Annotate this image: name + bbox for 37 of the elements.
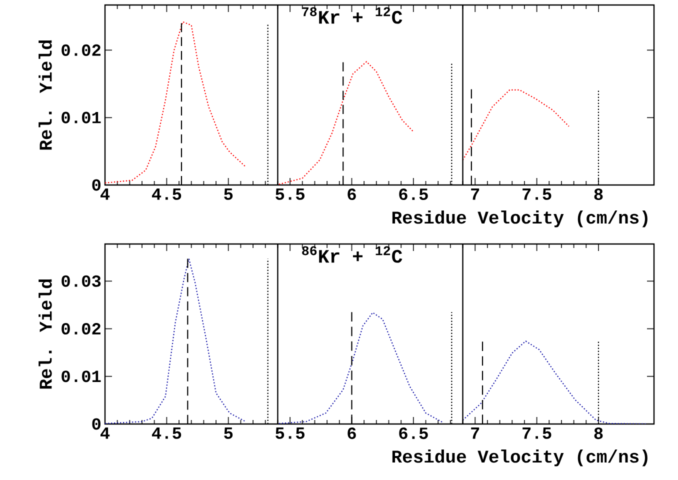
x-tick-label: 7.5 <box>522 188 552 200</box>
x-tick-label: 4.5 <box>152 428 182 439</box>
x-tick-label: 5 <box>224 428 233 439</box>
x-tick-label: 6.5 <box>399 188 428 200</box>
x-tick-label: 6 <box>348 428 356 440</box>
x-tick-label: 5.5 <box>276 428 304 439</box>
line-series <box>105 21 246 184</box>
x-tick-label: 4.5 <box>152 188 182 200</box>
annotation: $^{78}$Kr + $^{12}$C <box>302 7 402 24</box>
y-tick-label: 0.03 <box>62 275 101 287</box>
x-tick-label: 7 <box>471 428 480 439</box>
y-tick-label: 0.02 <box>62 322 100 335</box>
y-tick-label: 0.01 <box>62 370 101 382</box>
line-series <box>462 340 648 424</box>
x-tick-label: 8 <box>594 188 603 200</box>
x-tick-label: 7 <box>471 188 480 200</box>
x-tick-label: 8 <box>594 428 603 440</box>
x-axis-title: Residue Velocity (cm/ns) <box>392 210 648 228</box>
annotation: $^{86}$Kr + $^{12}$C <box>302 246 402 263</box>
line-series <box>278 312 444 424</box>
x-axis-title: Residue Velocity (cm/ns) <box>392 450 648 466</box>
y-axis-title: Rel. Yield <box>38 40 52 150</box>
y-tick-label: 0.02 <box>62 44 100 56</box>
x-tick-label: 6.5 <box>399 428 428 440</box>
y-tick-label: 0.01 <box>62 112 101 124</box>
x-tick-label: 4 <box>100 428 110 439</box>
x-tick-label: 5 <box>224 188 233 200</box>
x-tick-label: 6 <box>348 188 356 200</box>
line-series <box>462 89 570 161</box>
line-series <box>105 258 246 424</box>
y-tick-label: 0 <box>92 418 100 430</box>
x-tick-label: 4 <box>100 188 110 200</box>
y-tick-label: 0 <box>92 179 100 191</box>
x-tick-label: 5.5 <box>276 188 304 200</box>
x-tick-label: 7.5 <box>522 428 552 439</box>
line-series <box>278 61 414 185</box>
y-axis-title: Rel. Yield <box>38 279 52 389</box>
